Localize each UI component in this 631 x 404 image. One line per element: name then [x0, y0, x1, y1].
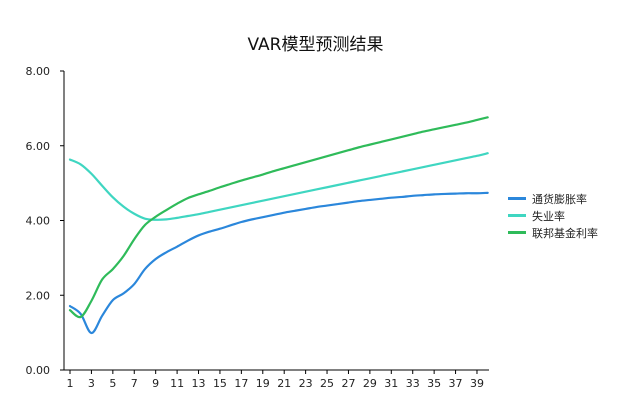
series-fed-funds-rate-line	[68, 116, 489, 319]
y-tick-label: 4.00	[26, 215, 51, 228]
chart-title: VAR模型预测结果	[247, 35, 384, 55]
x-tick-label: 21	[277, 377, 291, 390]
x-tick-label: 11	[170, 377, 184, 390]
x-tick-label: 27	[341, 377, 355, 390]
legend: 通货膨胀率 失业率 联邦基金利率	[508, 190, 598, 241]
legend-label: 通货膨胀率	[532, 192, 587, 206]
x-tick-label: 15	[213, 377, 227, 390]
axes: 0.002.004.006.008.001 3 5 7 9 11 13 15 17 19 21 23 2…	[26, 65, 489, 390]
series-lines	[68, 116, 489, 335]
x-tick-label: 29	[363, 377, 377, 390]
x-tick-label: 3	[88, 377, 95, 390]
series-inflation-line	[68, 191, 489, 335]
x-tick-label: 1	[67, 377, 74, 390]
x-tick-label: 7	[131, 377, 138, 390]
x-tick-label: 5	[109, 377, 116, 390]
legend-swatch-inflation	[508, 197, 526, 200]
legend-label: 联邦基金利率	[532, 226, 598, 240]
y-tick-label: 0.00	[26, 364, 51, 377]
x-tick-label: 39	[470, 377, 484, 390]
legend-swatch-unemployment	[508, 214, 526, 217]
legend-label: 失业率	[532, 209, 565, 223]
legend-item-fed-funds-rate[interactable]: 联邦基金利率	[508, 224, 598, 241]
legend-item-unemployment[interactable]: 失业率	[508, 207, 598, 224]
x-tick-label: 37	[449, 377, 463, 390]
x-tick-label: 13	[192, 377, 206, 390]
legend-item-inflation[interactable]: 通货膨胀率	[508, 190, 598, 207]
x-tick-label: 9	[152, 377, 159, 390]
y-tick-label: 6.00	[26, 140, 51, 153]
x-tick-label: 31	[384, 377, 398, 390]
x-tick-label: 35	[427, 377, 441, 390]
y-tick-label: 8.00	[26, 65, 51, 78]
x-tick-label: 25	[320, 377, 334, 390]
x-tick-label: 19	[256, 377, 270, 390]
x-tick-label: 23	[299, 377, 313, 390]
series-unemployment-line	[68, 152, 489, 221]
y-tick-label: 2.00	[26, 289, 51, 302]
x-tick-label: 33	[406, 377, 420, 390]
x-tick-label: 17	[234, 377, 248, 390]
legend-swatch-fed-funds-rate	[508, 231, 526, 234]
